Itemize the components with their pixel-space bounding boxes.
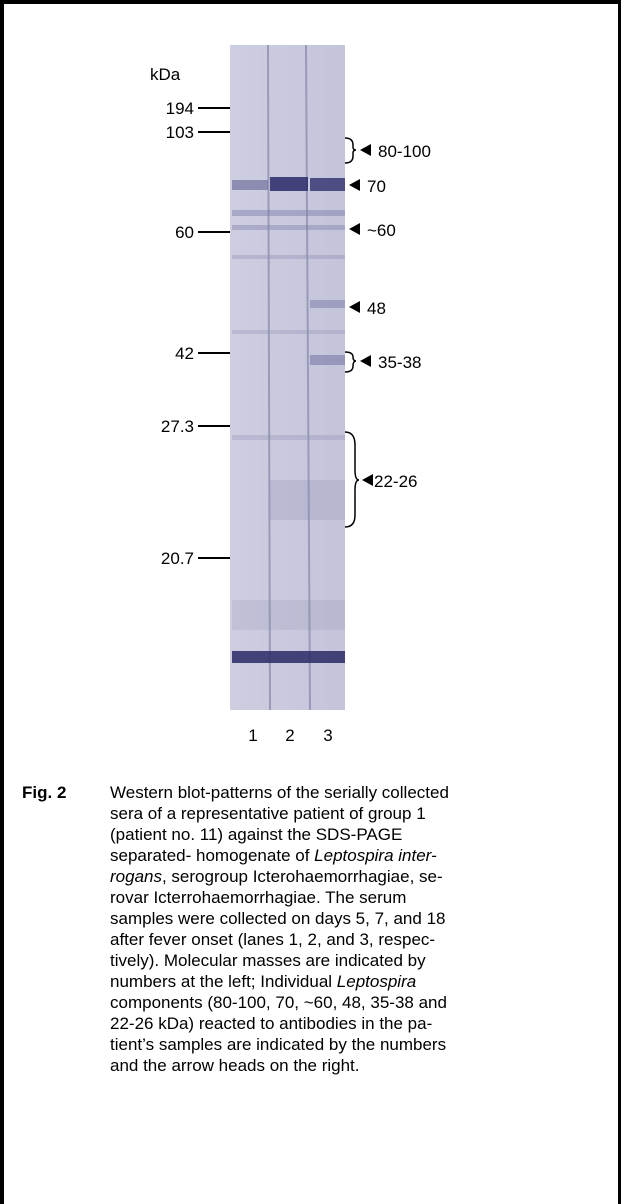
unit-label: kDa [150, 65, 181, 84]
markers: 194 103 60 42 27.3 20.7 [161, 99, 230, 568]
band [270, 177, 308, 191]
caption-text: Western blot-patterns of the serially co… [110, 782, 449, 1076]
lane-label: 3 [323, 726, 332, 745]
blot-figure: kDa 194 103 60 42 27.3 20.7 80-100 70 ~60 48 35-3… [0, 0, 624, 780]
band [232, 600, 345, 630]
marker-label: 42 [175, 344, 194, 363]
arrow-head [362, 474, 373, 486]
annotation-label: 80-100 [378, 142, 431, 161]
band [232, 180, 268, 190]
band [270, 480, 345, 520]
band [232, 210, 345, 216]
caption-segment: samples were collected on days 5, 7, and… [110, 909, 445, 928]
band [232, 330, 345, 334]
caption-segment: after fever onset (lanes 1, 2, and 3, re… [110, 930, 435, 949]
marker-label: 194 [166, 99, 194, 118]
gel [230, 45, 345, 710]
caption-line: 22-26 kDa) reacted to antibodies in the … [110, 1013, 449, 1034]
arrow-head [349, 301, 360, 313]
lane-label: 1 [248, 726, 257, 745]
caption-segment: rovar Icterrohaemorrhagiae. The serum [110, 888, 406, 907]
caption-line: tively). Molecular masses are indicated … [110, 950, 449, 971]
caption-line: components (80-100, 70, ~60, 48, 35-38 a… [110, 992, 449, 1013]
marker-label: 20.7 [161, 549, 194, 568]
marker-label: 27.3 [161, 417, 194, 436]
caption-segment: and the arrow heads on the right. [110, 1056, 360, 1075]
caption-line: numbers at the left; Individual Leptospi… [110, 971, 449, 992]
bracket [345, 138, 356, 163]
caption-segment: 22-26 kDa) reacted to antibodies in the … [110, 1014, 432, 1033]
caption-segment: Western blot-patterns of the serially co… [110, 783, 449, 802]
band [232, 225, 345, 230]
caption-segment: rogans [110, 867, 162, 886]
caption-segment: , serogroup Icterohaemorrhagiae, se- [162, 867, 443, 886]
lane-label: 2 [285, 726, 294, 745]
band [310, 178, 345, 191]
caption-segment: separated- homogenate of [110, 846, 314, 865]
page: {"figure": { "unit_label": "kDa", "marke… [0, 0, 624, 1200]
annotation-label: 48 [367, 299, 386, 318]
caption-line: tient’s samples are indicated by the num… [110, 1034, 449, 1055]
annotations: 80-100 70 ~60 48 35-38 22-26 [345, 138, 431, 527]
arrow-head [360, 144, 371, 156]
caption-line: rogans, serogroup Icterohaemorrhagiae, s… [110, 866, 449, 887]
band [232, 435, 345, 440]
band [310, 355, 345, 365]
band [310, 300, 345, 308]
annotation-label: 35-38 [378, 353, 421, 372]
marker-label: 103 [166, 123, 194, 142]
marker-label: 60 [175, 223, 194, 242]
caption-line: and the arrow heads on the right. [110, 1055, 449, 1076]
caption-segment: (patient no. 11) against the SDS-PAGE [110, 825, 402, 844]
arrow-head [360, 355, 371, 367]
caption-segment: tient’s samples are indicated by the num… [110, 1035, 446, 1054]
caption-segment: sera of a representative patient of grou… [110, 804, 426, 823]
arrow-head [349, 223, 360, 235]
bracket [345, 432, 359, 527]
caption-segment: numbers at the left; Individual [110, 972, 337, 991]
arrow-head [349, 179, 360, 191]
annotation-label: 22-26 [374, 472, 417, 491]
caption-line: rovar Icterrohaemorrhagiae. The serum [110, 887, 449, 908]
caption-segment: Leptospira inter- [314, 846, 437, 865]
caption-line: samples were collected on days 5, 7, and… [110, 908, 449, 929]
band [232, 651, 345, 663]
caption-line: sera of a representative patient of grou… [110, 803, 449, 824]
band [232, 255, 345, 259]
lane-labels: 1 2 3 [248, 726, 332, 745]
caption-segment: Leptospira [337, 972, 416, 991]
bracket [345, 352, 356, 372]
annotation-label: ~60 [367, 221, 396, 240]
caption-line: separated- homogenate of Leptospira inte… [110, 845, 449, 866]
caption-line: Western blot-patterns of the serially co… [110, 782, 449, 803]
caption-segment: components (80-100, 70, ~60, 48, 35-38 a… [110, 993, 447, 1012]
figure-label: Fig. 2 [22, 782, 66, 803]
caption-line: (patient no. 11) against the SDS-PAGE [110, 824, 449, 845]
caption-line: after fever onset (lanes 1, 2, and 3, re… [110, 929, 449, 950]
caption-segment: tively). Molecular masses are indicated … [110, 951, 426, 970]
annotation-label: 70 [367, 177, 386, 196]
